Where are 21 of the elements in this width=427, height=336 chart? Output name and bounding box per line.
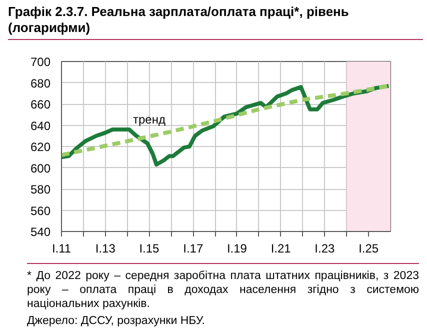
y-tick-label: 700 — [30, 55, 51, 69]
x-tick-label: I.23 — [314, 242, 336, 256]
x-tick-label: I.17 — [183, 242, 204, 256]
y-tick-label: 580 — [30, 182, 51, 196]
y-tick-label: 660 — [30, 98, 51, 112]
x-tick-label: I.15 — [139, 242, 160, 256]
x-tick-label: I.11 — [52, 242, 72, 256]
text: * До 2022 року – середня заробітна плата штатних працівників, з 2023 року – оплата праці в доходах населення згідно з системою національних рахунків. — [27, 270, 419, 312]
y-tick-label: 680 — [30, 76, 51, 90]
y-tick-label: 620 — [30, 140, 51, 154]
x-tick-label: I.25 — [358, 242, 379, 256]
y-tick-label: 540 — [30, 225, 51, 239]
text: Джерело: ДССУ, розрахунки НБУ. — [27, 315, 206, 330]
y-tick-label: 600 — [30, 161, 51, 176]
x-tick-label: I.21 — [270, 242, 292, 256]
y-tick-label: 560 — [30, 204, 51, 218]
y-tick-label: 640 — [30, 118, 51, 133]
chart-title: Графік 2.3.7. Реальна зарплата/оплата праці*, рівень (логарифми) — [8, 4, 423, 40]
x-tick-label: I.19 — [226, 242, 248, 256]
series-label: тренд — [132, 112, 166, 126]
x-tick-label: I.13 — [95, 242, 116, 256]
